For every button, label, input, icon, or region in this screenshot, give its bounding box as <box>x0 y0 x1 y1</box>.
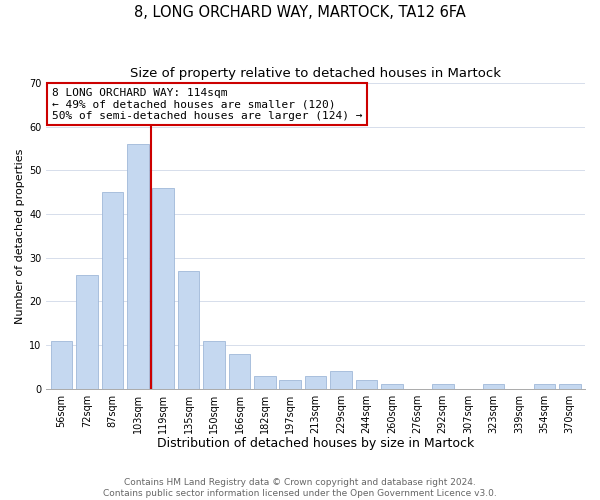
Bar <box>280 380 301 388</box>
Bar <box>254 376 275 388</box>
Bar <box>305 376 326 388</box>
Bar <box>229 354 250 388</box>
Bar <box>432 384 454 388</box>
Bar <box>51 340 73 388</box>
Text: 8 LONG ORCHARD WAY: 114sqm
← 49% of detached houses are smaller (120)
50% of sem: 8 LONG ORCHARD WAY: 114sqm ← 49% of deta… <box>52 88 362 121</box>
Bar <box>178 270 199 388</box>
Bar <box>483 384 505 388</box>
Bar <box>356 380 377 388</box>
Bar <box>152 188 174 388</box>
Bar <box>559 384 581 388</box>
Bar <box>331 371 352 388</box>
Bar <box>533 384 555 388</box>
Bar <box>101 192 123 388</box>
Bar <box>76 275 98 388</box>
Title: Size of property relative to detached houses in Martock: Size of property relative to detached ho… <box>130 68 501 80</box>
Bar <box>127 144 149 388</box>
Text: Contains HM Land Registry data © Crown copyright and database right 2024.
Contai: Contains HM Land Registry data © Crown c… <box>103 478 497 498</box>
X-axis label: Distribution of detached houses by size in Martock: Distribution of detached houses by size … <box>157 437 475 450</box>
Text: 8, LONG ORCHARD WAY, MARTOCK, TA12 6FA: 8, LONG ORCHARD WAY, MARTOCK, TA12 6FA <box>134 5 466 20</box>
Bar <box>203 340 225 388</box>
Bar <box>381 384 403 388</box>
Y-axis label: Number of detached properties: Number of detached properties <box>15 148 25 324</box>
